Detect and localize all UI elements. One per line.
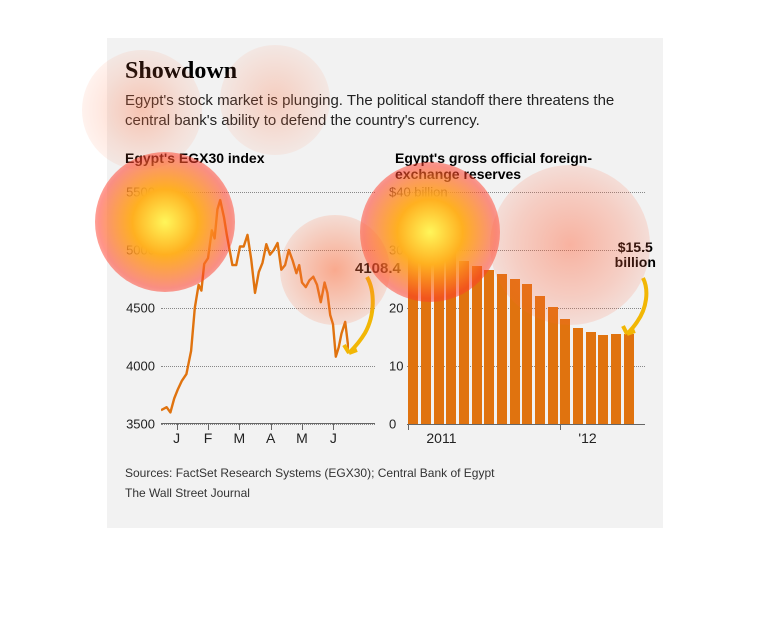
attribution-line: The Wall Street Journal — [125, 486, 645, 500]
x-tick-label: J — [330, 430, 337, 446]
bar — [472, 266, 482, 424]
bar — [611, 334, 621, 424]
y-tick-label: 4500 — [126, 300, 155, 315]
x-tick-label: F — [204, 430, 213, 446]
y-tick-label: 5000 — [126, 242, 155, 257]
bar — [535, 296, 545, 424]
x-tick-label: M — [296, 430, 308, 446]
line-chart-title: Egypt's EGX30 index — [125, 150, 375, 184]
bar — [510, 279, 520, 424]
line-callout-value: 4108.4 — [355, 261, 401, 278]
x-tick-label: A — [266, 430, 275, 446]
x-tick-label: '12 — [578, 430, 596, 446]
line-series — [161, 192, 349, 424]
bar — [446, 249, 456, 424]
y-tick-label: 4000 — [126, 358, 155, 373]
grid-line — [161, 424, 375, 425]
bar — [586, 332, 596, 423]
y-tick-label: 20 — [389, 300, 403, 315]
bar — [408, 215, 418, 424]
bar-callout-line2: billion — [615, 254, 656, 270]
bar — [484, 270, 494, 424]
bar-chart: Egypt's gross official foreign-exchange … — [395, 150, 645, 448]
x-tick-label: M — [233, 430, 245, 446]
bar — [598, 335, 608, 423]
figure-container: Showdown Egypt's stock market is plungin… — [107, 38, 663, 528]
charts-row: Egypt's EGX30 index 3500 4000 4500 5000 5500… — [125, 150, 645, 448]
bar-callout-line1: $15.5 — [618, 239, 653, 255]
bar — [459, 261, 469, 423]
y-tick-label: 0 — [389, 416, 396, 431]
bar — [497, 274, 507, 424]
sources-line: Sources: FactSet Research Systems (EGX30… — [125, 466, 645, 480]
bar — [548, 307, 558, 424]
bar-callout-value: $15.5billion — [615, 240, 656, 271]
bar — [560, 319, 570, 423]
bar-chart-title: Egypt's gross official foreign-exchange … — [395, 150, 645, 184]
bar-series — [407, 192, 645, 424]
bar — [573, 328, 583, 423]
bar — [624, 334, 634, 424]
x-tick-label: 2011 — [426, 430, 456, 446]
bar — [522, 284, 532, 423]
line-chart-plot: 35004000450050005500JFMAMJ4108.4 — [125, 192, 375, 448]
line-chart: Egypt's EGX30 index 3500 4000 4500 5000 5500… — [125, 150, 375, 448]
x-tick-label: J — [173, 430, 180, 446]
callout-arrow — [341, 273, 381, 363]
y-tick-label: 5500 — [126, 184, 155, 199]
grid-line — [407, 424, 645, 425]
bar — [434, 230, 444, 423]
y-tick-label: 3500 — [126, 416, 155, 431]
bar — [421, 219, 431, 423]
y-tick-label: 10 — [389, 358, 403, 373]
y-tick-label: 30 — [389, 242, 403, 257]
x-tick — [560, 424, 561, 430]
callout-arrow — [619, 274, 659, 344]
headline: Showdown — [125, 58, 645, 85]
x-tick — [408, 424, 409, 430]
subhead: Egypt's stock market is plunging. The po… — [125, 91, 645, 132]
bar-chart-plot: $40 billion30201002011'12$15.5billion — [395, 192, 645, 448]
